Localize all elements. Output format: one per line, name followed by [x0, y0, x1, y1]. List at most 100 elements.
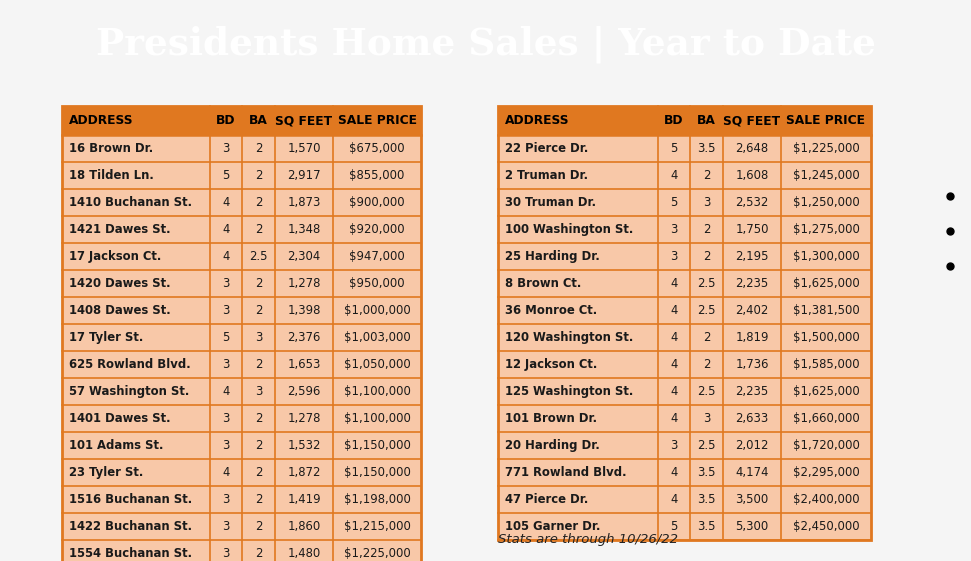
Bar — [498, 297, 871, 324]
Text: 1408 Dawes St.: 1408 Dawes St. — [69, 304, 171, 317]
Text: 17 Tyler St.: 17 Tyler St. — [69, 331, 144, 344]
Text: 17 Jackson Ct.: 17 Jackson Ct. — [69, 250, 161, 263]
Text: 4: 4 — [670, 277, 678, 290]
Text: $1,585,000: $1,585,000 — [792, 358, 859, 371]
Text: 1,348: 1,348 — [287, 223, 320, 236]
Text: BD: BD — [664, 114, 684, 127]
Text: 3.5: 3.5 — [697, 520, 716, 533]
Text: 2: 2 — [254, 196, 262, 209]
Text: 2: 2 — [254, 493, 262, 506]
Bar — [62, 297, 421, 324]
Text: $900,000: $900,000 — [350, 196, 405, 209]
Text: 2,235: 2,235 — [735, 277, 769, 290]
Text: BD: BD — [217, 114, 236, 127]
Text: 2: 2 — [254, 304, 262, 317]
Text: 22 Pierce Dr.: 22 Pierce Dr. — [505, 142, 588, 155]
Text: 1,653: 1,653 — [287, 358, 320, 371]
Text: $1,300,000: $1,300,000 — [792, 250, 859, 263]
Text: 2.5: 2.5 — [697, 277, 716, 290]
Text: 3: 3 — [222, 439, 230, 452]
Text: $1,381,500: $1,381,500 — [792, 304, 859, 317]
Text: 1,860: 1,860 — [287, 520, 320, 533]
Bar — [62, 405, 421, 432]
Bar — [62, 351, 421, 378]
Text: $1,275,000: $1,275,000 — [792, 223, 859, 236]
Text: $1,100,000: $1,100,000 — [344, 412, 411, 425]
Text: 3.5: 3.5 — [697, 466, 716, 479]
Text: 3: 3 — [222, 304, 230, 317]
Text: 3: 3 — [222, 493, 230, 506]
Bar — [62, 135, 421, 162]
Text: 1410 Buchanan St.: 1410 Buchanan St. — [69, 196, 192, 209]
Text: $1,660,000: $1,660,000 — [792, 412, 859, 425]
Text: 3: 3 — [254, 331, 262, 344]
Text: 101 Brown Dr.: 101 Brown Dr. — [505, 412, 597, 425]
Text: 2: 2 — [254, 277, 262, 290]
Text: 1420 Dawes St.: 1420 Dawes St. — [69, 277, 171, 290]
Text: 2: 2 — [254, 358, 262, 371]
Bar — [498, 106, 871, 135]
Text: 1,532: 1,532 — [287, 439, 320, 452]
Text: 2: 2 — [703, 169, 710, 182]
Text: $1,003,000: $1,003,000 — [344, 331, 411, 344]
Text: 2,917: 2,917 — [287, 169, 320, 182]
Text: 2: 2 — [703, 358, 710, 371]
Text: 3,500: 3,500 — [735, 493, 769, 506]
Bar — [62, 243, 421, 270]
Bar — [498, 270, 871, 297]
Text: 47 Pierce Dr.: 47 Pierce Dr. — [505, 493, 588, 506]
Text: $1,720,000: $1,720,000 — [792, 439, 859, 452]
Text: 5: 5 — [222, 331, 230, 344]
Text: 5: 5 — [222, 169, 230, 182]
Text: 1554 Buchanan St.: 1554 Buchanan St. — [69, 547, 192, 560]
Text: 2.5: 2.5 — [250, 250, 268, 263]
Text: ADDRESS: ADDRESS — [69, 114, 133, 127]
Text: 1,819: 1,819 — [735, 331, 769, 344]
Text: 4: 4 — [670, 169, 678, 182]
Text: 3: 3 — [670, 439, 678, 452]
Text: BA: BA — [697, 114, 716, 127]
Bar — [62, 378, 421, 405]
Text: 4: 4 — [222, 385, 230, 398]
Bar — [62, 324, 421, 351]
Text: 625 Rowland Blvd.: 625 Rowland Blvd. — [69, 358, 190, 371]
Text: 2,633: 2,633 — [735, 412, 769, 425]
Bar — [498, 513, 871, 540]
Text: 4: 4 — [670, 385, 678, 398]
Text: 3.5: 3.5 — [697, 493, 716, 506]
Text: 1,570: 1,570 — [287, 142, 320, 155]
Text: 2: 2 — [254, 142, 262, 155]
Text: 1421 Dawes St.: 1421 Dawes St. — [69, 223, 171, 236]
Bar — [498, 135, 871, 162]
Bar — [498, 243, 871, 270]
Text: 1,872: 1,872 — [287, 466, 320, 479]
Text: 1401 Dawes St.: 1401 Dawes St. — [69, 412, 171, 425]
Text: $1,150,000: $1,150,000 — [344, 466, 411, 479]
Text: 3: 3 — [222, 520, 230, 533]
Text: 125 Washington St.: 125 Washington St. — [505, 385, 633, 398]
Text: 4: 4 — [670, 493, 678, 506]
Bar — [498, 378, 871, 405]
Bar — [498, 106, 871, 540]
Text: 1,278: 1,278 — [287, 412, 320, 425]
Text: 2,532: 2,532 — [735, 196, 769, 209]
Bar — [62, 189, 421, 216]
Text: 2,304: 2,304 — [287, 250, 320, 263]
Text: 100 Washington St.: 100 Washington St. — [505, 223, 633, 236]
Text: 8 Brown Ct.: 8 Brown Ct. — [505, 277, 582, 290]
Text: 1,480: 1,480 — [287, 547, 320, 560]
Text: 5: 5 — [670, 142, 678, 155]
Text: 1,419: 1,419 — [287, 493, 320, 506]
Text: 2: 2 — [254, 169, 262, 182]
Text: 3: 3 — [222, 142, 230, 155]
Text: 4: 4 — [222, 196, 230, 209]
Text: 3: 3 — [222, 547, 230, 560]
Text: 18 Tilden Ln.: 18 Tilden Ln. — [69, 169, 153, 182]
Text: 23 Tyler St.: 23 Tyler St. — [69, 466, 144, 479]
Text: 1516 Buchanan St.: 1516 Buchanan St. — [69, 493, 192, 506]
Bar — [498, 351, 871, 378]
Bar — [62, 540, 421, 561]
Text: Stats are through 10/26/22: Stats are through 10/26/22 — [498, 532, 678, 545]
Text: $2,400,000: $2,400,000 — [792, 493, 859, 506]
Text: ADDRESS: ADDRESS — [505, 114, 570, 127]
